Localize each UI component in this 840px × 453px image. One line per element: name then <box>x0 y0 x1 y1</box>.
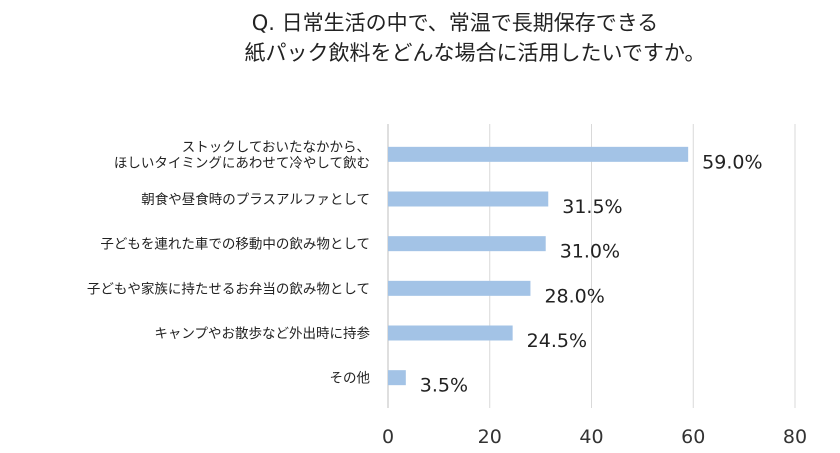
bars <box>388 146 689 386</box>
category-label-line: ほしいタイミングにあわせて冷やして飲む <box>114 155 370 171</box>
bar <box>388 325 513 341</box>
chart-title-line-2: 紙パック飲料をどんな場合に活用したいですか。 <box>244 41 706 65</box>
category-label-line: 子どもを連れた車での移動中の飲み物として <box>100 237 370 253</box>
category-label: その他 <box>330 371 371 387</box>
category-label: 子どもや家族に持たせるお弁当の飲み物として <box>87 280 370 297</box>
bar <box>388 236 546 252</box>
value-label: 31.5% <box>562 196 622 218</box>
category-label: 朝食や昼食時のプラスアルファとして <box>141 191 370 208</box>
category-label: ストックしておいたなかから、ほしいタイミングにあわせて冷やして飲む <box>114 139 370 171</box>
category-label-line: 朝食や昼食時のプラスアルファとして <box>141 191 370 208</box>
x-tick-label: 20 <box>478 426 502 448</box>
x-tick-label: 0 <box>382 426 394 448</box>
category-label-line: その他 <box>330 371 371 387</box>
category-label-line: 子どもや家族に持たせるお弁当の飲み物として <box>87 280 370 297</box>
x-tick-label: 60 <box>681 426 705 448</box>
x-axis-ticks: 0 20 40 60 80 <box>382 426 807 448</box>
category-label-line: キャンプやお散歩など外出時に持参 <box>154 325 370 342</box>
value-label: 59.0% <box>702 151 762 173</box>
value-labels: 59.0% 31.5% 31.0% 28.0% 24.5% 3.5% <box>420 151 763 396</box>
category-label: 子どもを連れた車での移動中の飲み物として <box>100 237 370 253</box>
x-tick-label: 40 <box>579 426 603 448</box>
value-label: 28.0% <box>544 285 604 307</box>
value-label: 31.0% <box>560 241 620 263</box>
value-label: 24.5% <box>527 330 587 352</box>
bar <box>388 191 549 207</box>
chart-title: Q. 日常生活の中で、常温で長期保存できる 紙パック飲料をどんな場合に活用したい… <box>0 8 840 68</box>
category-label: キャンプやお散歩など外出時に持参 <box>154 325 370 342</box>
category-labels: ストックしておいたなかから、ほしいタイミングにあわせて冷やして飲む朝食や昼食時の… <box>87 139 371 386</box>
bar <box>388 280 531 296</box>
value-label: 3.5% <box>420 375 468 397</box>
x-tick-label: 80 <box>783 426 807 448</box>
bar <box>388 370 406 386</box>
gridlines <box>387 124 796 408</box>
chart-title-line-1: Q. 日常生活の中で、常温で長期保存できる <box>251 11 659 35</box>
bar <box>388 146 689 162</box>
category-label-line: ストックしておいたなかから、 <box>182 139 370 155</box>
